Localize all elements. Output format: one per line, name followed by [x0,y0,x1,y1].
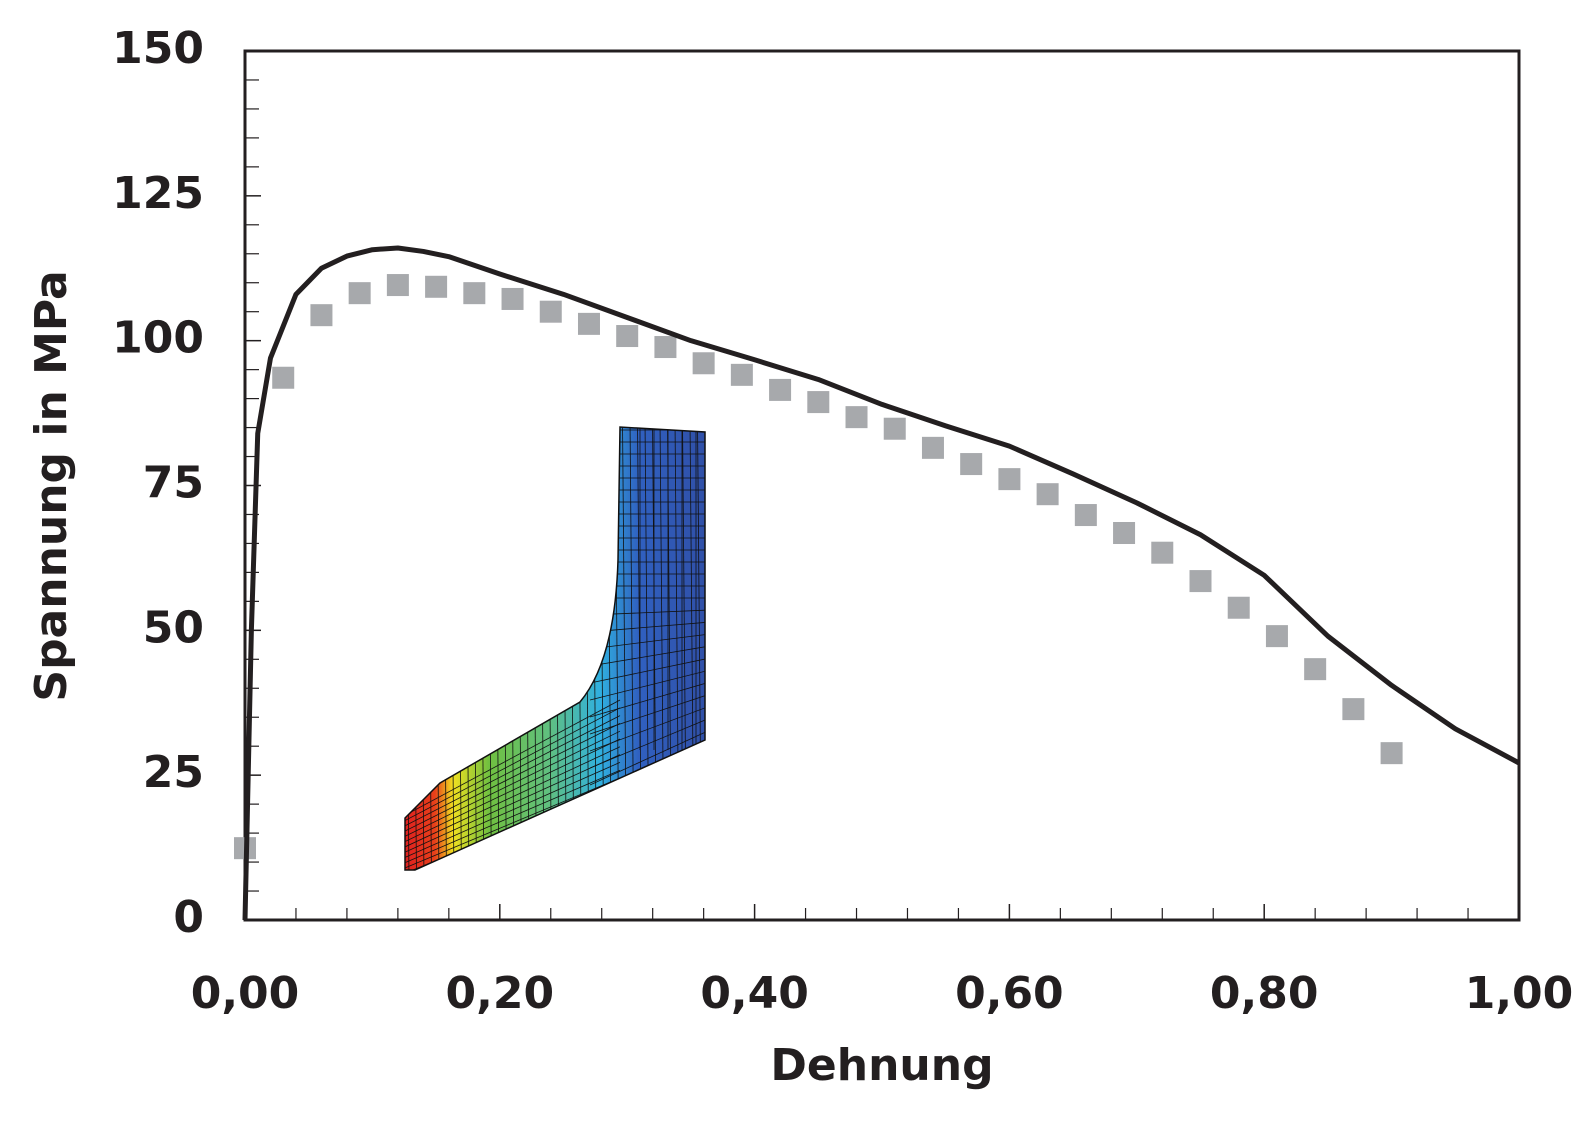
mesh-line [592,427,597,870]
mesh-line [584,427,590,870]
data-point [272,366,295,389]
mesh-line [554,427,560,870]
data-point [501,287,524,310]
mesh-line [589,717,705,769]
data-point [539,300,562,323]
x-tick-label: 0,60 [955,968,1064,1019]
mesh-line [405,762,621,860]
mesh-line [589,657,705,684]
mesh-line [405,769,621,866]
y-tick-label: 150 [112,23,204,74]
data-point [730,363,753,386]
mesh-line [589,669,705,701]
data-point [883,417,906,440]
mesh-line [589,633,705,650]
y-tick-label: 0 [173,892,204,943]
mesh-line [405,699,621,819]
data-point [616,325,639,348]
data-point [1074,504,1097,527]
mesh-line [589,729,705,786]
x-tick-label: 0,40 [700,968,809,1019]
data-point [807,391,830,414]
data-point [654,336,677,359]
y-tick-label: 25 [143,747,204,798]
y-tick-label: 100 [112,313,204,364]
fe-mesh-inset [404,426,706,871]
data-point [577,312,600,335]
data-point [1036,483,1059,506]
mesh-line [405,715,621,829]
mesh-line [405,427,410,870]
data-point [1265,625,1288,648]
data-point [386,274,409,297]
mesh-line [599,427,605,870]
plot: 0 25 50 75 100 125 150 0,00 0,20 0,40 0,60 0,80 1,00 [112,23,1573,1019]
data-point [1189,570,1212,593]
mesh-line [405,730,621,840]
x-tick-label: 0,20 [446,968,555,1019]
x-axis-label: Dehnung [770,1040,993,1091]
data-point [463,282,486,305]
y-tick-label: 75 [143,458,204,509]
data-point [769,378,792,401]
x-tick-label: 0,00 [191,968,300,1019]
fe-mesh [404,426,706,871]
mesh-line [589,645,705,667]
data-point [1304,658,1327,681]
mesh-line [589,681,705,718]
x-tick-label: 1,00 [1465,968,1574,1019]
mesh-line [577,427,582,870]
mesh-line [405,746,621,850]
mesh-line [589,705,705,752]
mesh-line [569,427,575,870]
mesh-line [562,427,567,870]
mesh-line [405,777,621,870]
mesh-line [405,707,621,824]
data-point [1151,541,1174,564]
y-axis-label: Spannung in MPa [26,270,77,701]
mesh-line [405,738,621,845]
stress-strain-line [242,245,1521,921]
mesh-line [589,693,705,735]
y-tick-label: 50 [143,602,204,653]
data-point [425,275,448,298]
data-point [1342,698,1365,721]
y-tick-label: 125 [112,168,204,219]
data-point [1227,596,1250,619]
data-point [692,352,715,375]
data-point [1113,522,1136,545]
data-point [310,304,333,327]
data-point [348,282,371,305]
x-tick-label: 0,80 [1210,968,1319,1019]
data-point [921,436,944,459]
data-point [845,406,868,429]
data-point [1380,742,1403,765]
data-point [998,468,1021,491]
mesh-line [405,754,621,855]
mesh-line [405,723,621,834]
data-point [960,453,983,476]
